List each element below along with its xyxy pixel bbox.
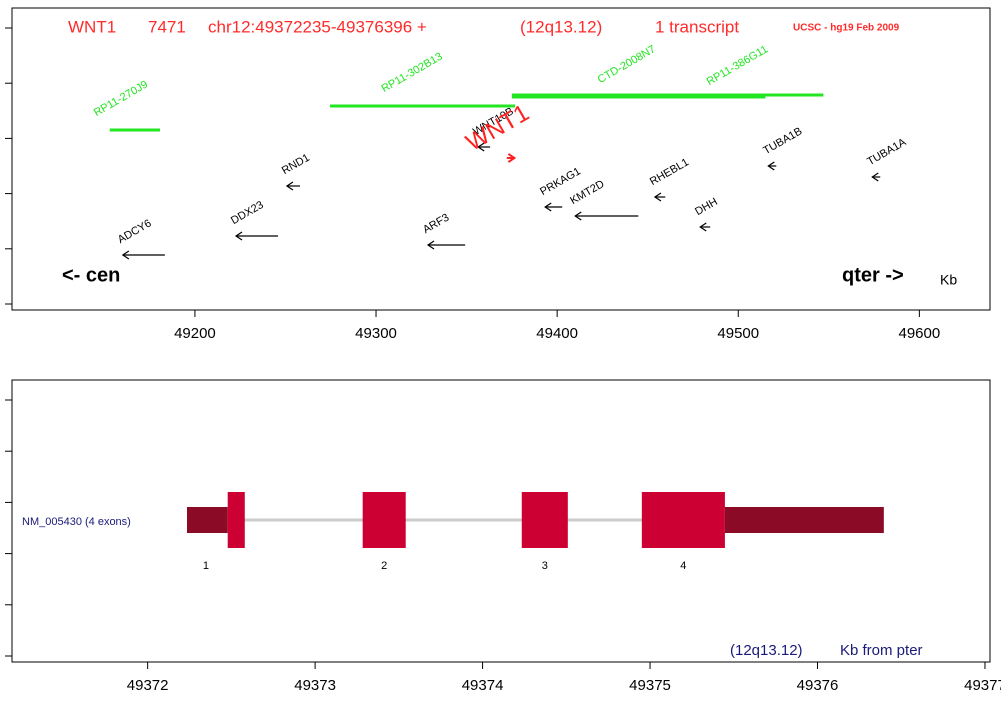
gene-arrowhead — [234, 231, 243, 241]
source-label: UCSC - hg19 Feb 2009 — [793, 23, 900, 34]
header-text: 1 transcript — [655, 17, 739, 36]
x-tick-label: 49372 — [127, 677, 169, 694]
gene — [653, 192, 666, 202]
clone-label: RP11-302B13 — [380, 51, 445, 96]
unit-label: Kb from pter — [840, 642, 923, 659]
gene-label: RND1 — [280, 152, 312, 177]
location-label: (12q13.12) — [730, 642, 803, 659]
exon-label: 2 — [381, 560, 387, 572]
gene-label: ARF3 — [421, 212, 451, 236]
gene-arrowhead — [767, 161, 775, 171]
gene — [699, 222, 711, 232]
gene — [285, 181, 300, 191]
header-text: 7471 — [148, 17, 186, 36]
gene — [544, 202, 563, 212]
gene-label: TUBA1A — [865, 136, 909, 168]
gene-arrowhead — [871, 172, 879, 182]
gene — [234, 231, 279, 241]
x-tick-label: 49200 — [174, 325, 216, 342]
gene-label: DDX23 — [229, 199, 266, 227]
utr — [724, 507, 884, 533]
cen-label: <- cen — [62, 264, 120, 286]
gene-arrowhead — [477, 142, 485, 152]
x-tick-label: 49377 — [964, 677, 1001, 694]
cds — [227, 492, 245, 548]
gene-label: ADCY6 — [116, 217, 154, 246]
gene-arrowhead — [653, 192, 662, 202]
x-tick-label: 49374 — [462, 677, 504, 694]
gene-label: WNT1 — [461, 99, 533, 156]
header-text: WNT1 — [68, 17, 116, 36]
utr — [187, 507, 228, 533]
x-tick-label: 49373 — [294, 677, 336, 694]
gene — [426, 240, 466, 250]
x-tick-label: 49400 — [536, 325, 578, 342]
x-tick-label: 49500 — [717, 325, 759, 342]
gene — [767, 161, 777, 171]
gene — [506, 153, 517, 163]
header-text: chr12:49372235-49376396 + — [208, 17, 427, 36]
x-tick-label: 49600 — [899, 325, 941, 342]
plot-frame — [11, 7, 991, 311]
gene-label: RHEBL1 — [648, 156, 691, 188]
gene — [477, 142, 491, 152]
cds — [521, 492, 568, 548]
x-tick-label: 49300 — [355, 325, 397, 342]
qter-label: qter -> — [842, 264, 904, 286]
gene-label: KMT2D — [568, 178, 606, 207]
cds — [362, 492, 406, 548]
gene — [871, 172, 881, 182]
cds — [641, 492, 725, 548]
gene — [574, 211, 639, 221]
unit-label: Kb — [940, 272, 957, 288]
gene-arrowhead — [507, 153, 517, 163]
gene-arrowhead — [285, 181, 294, 191]
transcript-label: NM_005430 (4 exons) — [22, 516, 131, 528]
exon-label: 1 — [203, 560, 209, 572]
clone-label: RP11-386G11 — [705, 43, 770, 88]
gene-arrowhead — [426, 240, 435, 250]
gene-arrowhead — [544, 202, 552, 212]
plot-frame — [11, 379, 991, 663]
gene-arrowhead — [121, 250, 130, 260]
x-tick-label: 49375 — [629, 677, 671, 694]
exon-label: 3 — [542, 560, 548, 572]
x-tick-label: 49376 — [797, 677, 839, 694]
gene-label: TUBA1B — [761, 125, 804, 157]
exon-label: 4 — [680, 560, 686, 572]
header-text: (12q13.12) — [520, 17, 602, 36]
gene — [121, 250, 165, 260]
gene-arrowhead — [574, 211, 582, 221]
clone-label: RP11-270J9 — [92, 79, 150, 120]
gene-arrowhead — [699, 222, 707, 232]
gene-label: DHH — [693, 196, 720, 218]
clone-label: CTD-2008N7 — [596, 43, 658, 86]
